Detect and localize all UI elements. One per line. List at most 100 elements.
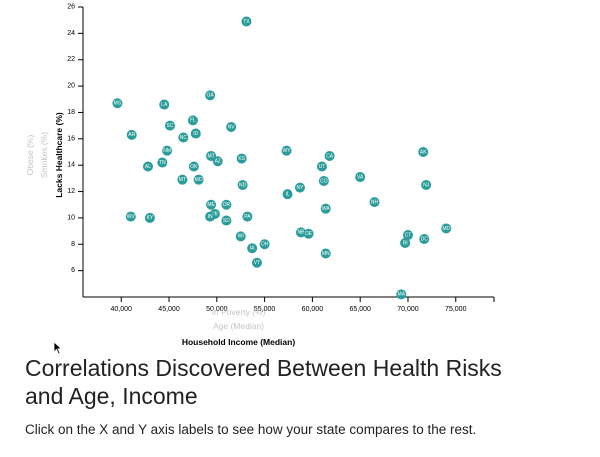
- data-point-marker[interactable]: [193, 174, 204, 185]
- data-point-marker[interactable]: [369, 197, 380, 208]
- data-point[interactable]: FL: [187, 115, 198, 126]
- data-point-marker[interactable]: [177, 174, 188, 185]
- data-point-marker[interactable]: [144, 212, 155, 223]
- data-point-marker[interactable]: [294, 182, 305, 193]
- data-point[interactable]: MA: [396, 289, 407, 300]
- data-point[interactable]: KY: [144, 212, 155, 223]
- data-point[interactable]: AR: [126, 129, 137, 140]
- data-point-marker[interactable]: [355, 172, 366, 183]
- data-point[interactable]: MT: [206, 150, 217, 161]
- data-point[interactable]: IN: [205, 211, 216, 222]
- data-point[interactable]: MN: [320, 248, 331, 259]
- data-point-marker[interactable]: [205, 90, 216, 101]
- data-point[interactable]: ID: [190, 128, 201, 139]
- data-point[interactable]: MS: [112, 98, 123, 109]
- data-point-marker[interactable]: [157, 157, 168, 168]
- data-point-marker[interactable]: [316, 161, 327, 172]
- data-point[interactable]: LA: [159, 99, 170, 110]
- y-axis-option-label[interactable]: Lacks Healthcare (%): [54, 112, 64, 198]
- data-point-marker[interactable]: [206, 150, 217, 161]
- data-point-marker[interactable]: [221, 215, 232, 226]
- data-point[interactable]: CO: [318, 176, 329, 186]
- data-point-marker[interactable]: [396, 289, 407, 300]
- data-point-marker[interactable]: [237, 179, 248, 190]
- data-point-marker[interactable]: [281, 145, 292, 156]
- data-point[interactable]: DC: [419, 234, 430, 244]
- data-point-marker[interactable]: [282, 189, 293, 200]
- data-point[interactable]: WV: [125, 211, 136, 222]
- data-point[interactable]: UT: [316, 161, 327, 172]
- x-axis-option-label[interactable]: Age (Median): [213, 321, 264, 331]
- data-point[interactable]: NJ: [421, 179, 432, 190]
- data-point-marker[interactable]: [421, 179, 432, 190]
- data-point-marker[interactable]: [226, 121, 237, 132]
- x-axis-option-label[interactable]: Household Income (Median): [182, 337, 296, 347]
- data-point[interactable]: WY: [281, 145, 292, 156]
- data-point[interactable]: ND: [237, 179, 248, 190]
- data-point-marker[interactable]: [212, 156, 223, 167]
- data-point[interactable]: NM: [162, 145, 173, 156]
- data-point[interactable]: IA: [247, 243, 258, 254]
- data-point-marker[interactable]: [235, 231, 246, 242]
- data-point-marker[interactable]: [241, 16, 252, 27]
- data-point[interactable]: ME: [206, 199, 217, 210]
- data-point-marker[interactable]: [318, 176, 329, 186]
- data-point-marker[interactable]: [159, 99, 170, 110]
- data-point-marker[interactable]: [259, 239, 270, 250]
- data-point[interactable]: MT: [177, 174, 188, 185]
- data-point[interactable]: PA: [242, 211, 253, 222]
- data-point[interactable]: SD: [221, 215, 232, 226]
- data-point[interactable]: TN: [157, 157, 168, 168]
- data-point-marker[interactable]: [242, 211, 253, 222]
- data-point-marker[interactable]: [125, 211, 136, 222]
- data-point-marker[interactable]: [187, 115, 198, 126]
- data-point[interactable]: RI: [400, 237, 411, 248]
- data-point[interactable]: OR: [221, 199, 232, 210]
- data-point-marker[interactable]: [251, 257, 262, 268]
- data-point-marker[interactable]: [164, 120, 175, 131]
- data-point[interactable]: VA: [355, 172, 366, 183]
- data-point[interactable]: TX: [241, 16, 252, 27]
- data-point-marker[interactable]: [320, 248, 331, 259]
- data-point-marker[interactable]: [126, 129, 137, 140]
- x-axis-option-label[interactable]: In Poverty (%): [212, 307, 266, 317]
- data-point-marker[interactable]: [295, 227, 306, 238]
- data-point[interactable]: DE: [303, 228, 314, 239]
- data-point-marker[interactable]: [142, 161, 153, 172]
- data-point[interactable]: MO: [193, 174, 204, 185]
- data-point-marker[interactable]: [247, 243, 258, 254]
- data-point-marker[interactable]: [112, 98, 123, 109]
- data-point[interactable]: NH: [369, 197, 380, 208]
- data-point-marker[interactable]: [205, 211, 216, 222]
- data-point-marker[interactable]: [419, 234, 430, 244]
- data-point-marker[interactable]: [206, 199, 217, 210]
- y-axis-option-label[interactable]: Obese (%): [25, 135, 35, 176]
- data-point[interactable]: WI: [235, 231, 246, 242]
- data-point-marker[interactable]: [324, 150, 335, 161]
- data-point[interactable]: NB: [295, 227, 306, 238]
- data-point[interactable]: CT: [402, 230, 413, 241]
- data-point[interactable]: IL: [282, 189, 293, 200]
- data-point[interactable]: OH: [259, 239, 270, 250]
- data-point[interactable]: SC: [164, 120, 175, 131]
- data-point[interactable]: KS: [236, 153, 247, 164]
- data-point[interactable]: AZ: [212, 156, 223, 167]
- data-point-marker[interactable]: [418, 147, 429, 157]
- data-point[interactable]: VT: [251, 257, 262, 268]
- data-point-marker[interactable]: [162, 145, 173, 156]
- data-point[interactable]: GA: [205, 90, 216, 101]
- data-point[interactable]: NY: [294, 182, 305, 193]
- data-point-marker[interactable]: [178, 132, 189, 143]
- data-point[interactable]: NV: [226, 121, 237, 132]
- data-point[interactable]: AK: [418, 147, 429, 157]
- data-point-marker[interactable]: [236, 153, 247, 164]
- data-point-marker[interactable]: [188, 161, 199, 172]
- data-point-marker[interactable]: [303, 228, 314, 239]
- data-point[interactable]: CA: [324, 150, 335, 161]
- data-point-marker[interactable]: [402, 230, 413, 241]
- data-point[interactable]: AL: [142, 161, 153, 172]
- data-point-marker[interactable]: [441, 223, 452, 234]
- data-point-marker[interactable]: [221, 199, 232, 210]
- y-axis-option-label[interactable]: Smokes (%): [39, 132, 49, 178]
- data-point[interactable]: MD: [441, 223, 452, 234]
